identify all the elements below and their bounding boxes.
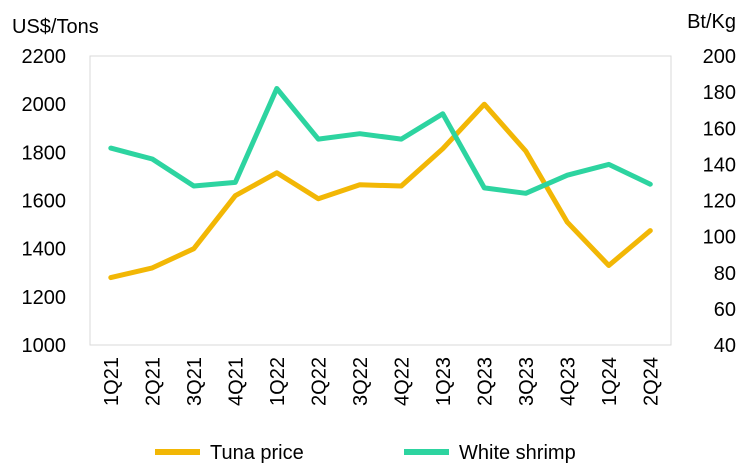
x-axis-ticks: 1Q21 2Q21 3Q21 4Q21 1Q22 2Q22 3Q22 4Q22 1Q23 2Q23…: [101, 357, 663, 406]
left-axis-tick-label: 1800: [22, 142, 67, 164]
x-axis-tick-label: 2Q24: [640, 357, 662, 406]
x-axis-tick-label: 1Q23: [433, 357, 455, 406]
x-axis-tick-label: 1Q22: [267, 357, 289, 406]
x-axis-tick-label: 3Q23: [516, 357, 538, 406]
left-axis-tick-label: 2000: [22, 94, 67, 116]
right-axis-tick-label: 200: [703, 46, 736, 68]
series-line: [108, 101, 653, 281]
right-axis-unit-label: Bt/Kg: [687, 11, 736, 33]
x-axis-tick-label: 1Q21: [101, 357, 123, 406]
left-axis-unit-label: US$/Tons: [12, 16, 99, 38]
right-axis-tick-label: 160: [703, 118, 736, 140]
x-axis-tick-label: 1Q24: [599, 357, 621, 406]
right-axis-tick-label: 140: [703, 154, 736, 176]
right-axis-tick-label: 120: [703, 191, 736, 213]
left-axis-tick-label: 2200: [22, 46, 67, 68]
legend-label: White shrimp: [459, 442, 576, 464]
x-axis-tick-label: 3Q22: [350, 357, 372, 406]
left-axis-tick-label: 1200: [22, 287, 67, 309]
right-axis-tick-label: 100: [703, 227, 736, 249]
x-axis-tick-label: 2Q21: [142, 357, 164, 406]
right-axis-ticks: 40 60 80 100 120 140 160 180 200: [703, 46, 736, 357]
x-axis-tick-label: 4Q23: [557, 357, 579, 406]
right-axis-tick-label: 40: [714, 335, 736, 357]
legend-label: Tuna price: [210, 442, 304, 464]
left-axis-tick-label: 1600: [22, 191, 67, 213]
left-axis-ticks: 1000 1200 1400 1600 1800 2000 2200: [22, 46, 67, 357]
left-axis-tick-label: 1400: [22, 239, 67, 261]
x-axis-tick-label: 2Q22: [308, 357, 330, 406]
right-axis-tick-label: 80: [714, 263, 736, 285]
right-axis-tick-label: 180: [703, 82, 736, 104]
x-axis-tick-label: 4Q22: [391, 357, 413, 406]
right-axis-tick-label: 60: [714, 299, 736, 321]
legend: Tuna price White shrimp: [155, 442, 576, 464]
plot-area-frame: [89, 55, 672, 346]
x-axis-tick-label: 4Q21: [225, 357, 247, 406]
left-axis-tick-label: 1000: [22, 335, 67, 357]
x-axis-tick-label: 3Q21: [184, 357, 206, 406]
series-line: [108, 86, 653, 196]
x-axis-tick-label: 2Q23: [474, 357, 496, 406]
series-lines: [108, 86, 653, 281]
